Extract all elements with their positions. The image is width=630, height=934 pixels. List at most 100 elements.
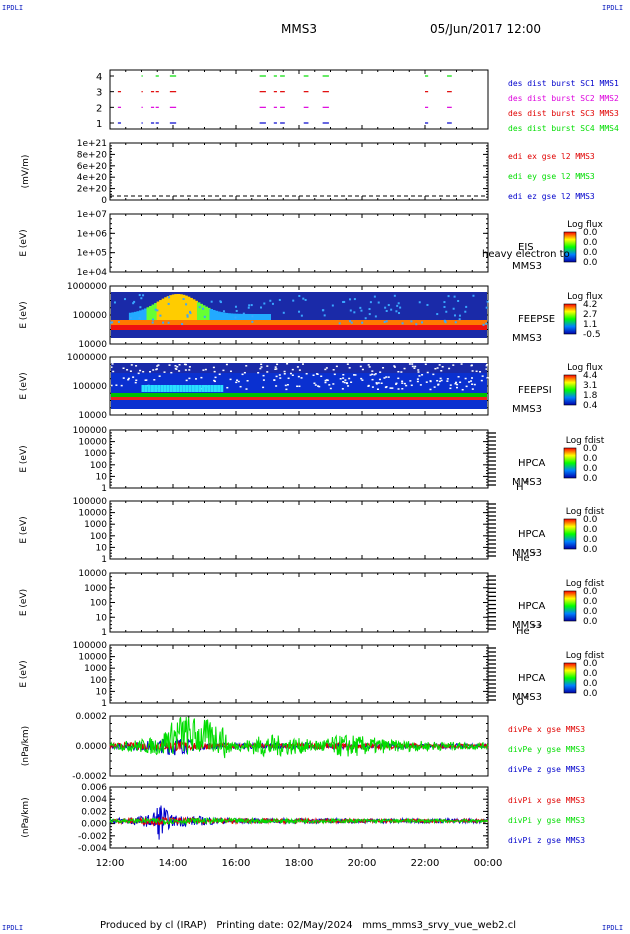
- feepse-speckle: [360, 309, 363, 312]
- time-axis-label: 12:00: [96, 858, 125, 869]
- panel-divpi-series-x: [109, 816, 489, 827]
- feepsi-speckle: [332, 369, 335, 371]
- feepsi-speckle: [371, 370, 374, 372]
- feepse-speckle: [123, 298, 126, 301]
- feepsi-speckle: [202, 369, 205, 371]
- feepse-enhancement: [176, 294, 181, 320]
- feepse-enhancement: [232, 313, 236, 320]
- time-axis-label: 20:00: [348, 858, 377, 869]
- feepse-speckle: [140, 297, 143, 300]
- feepse-speckle: [397, 302, 400, 305]
- feepsi-enhancement: [185, 385, 189, 392]
- feepse-enhancement: [149, 305, 153, 320]
- panel-divpi-ylabel: (nPa/km): [21, 797, 31, 837]
- feepsi-speckle: [204, 368, 207, 371]
- feepsi-speckle: [163, 371, 166, 373]
- feepse-speckle: [452, 307, 455, 310]
- feepse-speckle: [250, 304, 253, 307]
- feepsi-enhancement: [204, 385, 208, 392]
- feepsi-speckle: [409, 380, 412, 382]
- panel-feepsi-cbar-tick: 3.1: [583, 381, 597, 391]
- panel-feepsi-cbar-tick: 1.8: [583, 391, 598, 401]
- feepse-speckle: [396, 304, 399, 307]
- feepsi-speckle: [305, 372, 308, 375]
- feepsi-speckle: [274, 366, 277, 368]
- feepse-speckle: [374, 315, 377, 318]
- panel-burst-ytick-label: 4: [96, 72, 102, 83]
- feepsi-speckle: [312, 374, 315, 377]
- feepsi-speckle: [324, 368, 327, 371]
- feepsi-speckle: [120, 384, 123, 387]
- feepsi-speckle: [316, 373, 319, 376]
- panel-hpca_hepp-ytick-label: 100: [90, 599, 107, 609]
- feepse-speckle: [260, 306, 263, 309]
- feepse-speckle: [185, 303, 188, 306]
- feepsi-speckle: [350, 381, 353, 383]
- feepsi-speckle: [395, 382, 398, 385]
- feepsi-speckle: [168, 364, 171, 366]
- feepsi-red-band: [111, 397, 487, 400]
- corner-label-top-left: IPDLI: [2, 4, 24, 12]
- feepsi-speckle: [275, 375, 278, 378]
- feepse-speckle: [219, 301, 222, 304]
- feepsi-speckle: [176, 366, 179, 368]
- feepsi-speckle: [360, 377, 363, 380]
- feepse-speckle: [271, 302, 274, 305]
- panel-divpe-legend-1: divPe x gse MMS3: [508, 725, 585, 734]
- feepsi-speckle: [471, 388, 474, 390]
- feepsi-speckle: [485, 364, 488, 367]
- feepsi-enhancement: [217, 385, 221, 392]
- feepsi-speckle: [188, 369, 191, 371]
- feepse-enhancement: [161, 298, 166, 320]
- panel-hpca_h-cbar-tick: 0.0: [583, 454, 598, 464]
- feepse-speckle: [263, 302, 266, 305]
- feepsi-speckle: [373, 373, 376, 376]
- feepse-speckle: [132, 302, 135, 305]
- feepsi-speckle: [455, 386, 458, 389]
- feepsi-speckle: [130, 364, 133, 366]
- feepsi-speckle: [243, 371, 246, 374]
- feepse-speckle: [331, 304, 334, 307]
- panel-burst-legend-3: des dist burst SC3 MMS3: [508, 109, 619, 118]
- feepsi-speckle: [371, 373, 374, 376]
- feepse-speckle: [399, 306, 402, 309]
- feepsi-speckle: [262, 379, 265, 381]
- feepsi-enhancement: [213, 385, 217, 392]
- panel-feepsi-spectrogram: [110, 363, 489, 409]
- feepse-enhancement: [219, 312, 224, 320]
- feepsi-speckle: [379, 371, 382, 373]
- feepsi-enhancement: [166, 385, 170, 392]
- feepsi-speckle: [403, 367, 406, 370]
- feepse-speckle: [282, 311, 285, 314]
- feepsi-speckle: [433, 386, 436, 388]
- feepse-enhancement: [166, 296, 171, 320]
- panel-hpca_hepp-cbar-tick: 0.0: [583, 597, 598, 607]
- feepsi-speckle: [403, 382, 406, 385]
- feepse-enhancement: [247, 313, 251, 320]
- panel-eis-cbar-tick: 0.0: [583, 248, 598, 258]
- feepsi-speckle: [325, 379, 328, 381]
- feepse-enhancement: [136, 311, 140, 320]
- panel-hpca_h-cbar-tick: 0.0: [583, 444, 598, 454]
- feepsi-speckle: [470, 380, 473, 382]
- feepse-speckle: [393, 294, 396, 297]
- feepse-speckle: [168, 296, 171, 299]
- panel-divpi-ytick-label: 0.006: [81, 783, 107, 793]
- feepsi-speckle: [448, 367, 451, 370]
- feepse-speckle: [323, 314, 326, 317]
- feepsi-enhancement: [154, 385, 158, 392]
- feepsi-enhancement: [195, 385, 199, 392]
- panel-feepse-spectrogram: [110, 292, 489, 338]
- feepsi-speckle: [440, 379, 443, 382]
- panel-hpca_he-spacecraft-label: MMS3: [512, 548, 542, 559]
- feepse-speckle: [343, 300, 346, 303]
- feepse-enhancement: [259, 313, 264, 320]
- panel-hpca_o-cbar-tick: 0.0: [583, 669, 598, 679]
- time-axis-label: 00:00: [474, 858, 503, 869]
- feepsi-speckle: [262, 374, 265, 377]
- feepsi-speckle: [213, 379, 216, 382]
- feepsi-speckle: [456, 383, 459, 386]
- feepsi-speckle: [486, 363, 489, 366]
- feepsi-speckle: [110, 384, 113, 387]
- feepse-enhancement: [254, 313, 259, 320]
